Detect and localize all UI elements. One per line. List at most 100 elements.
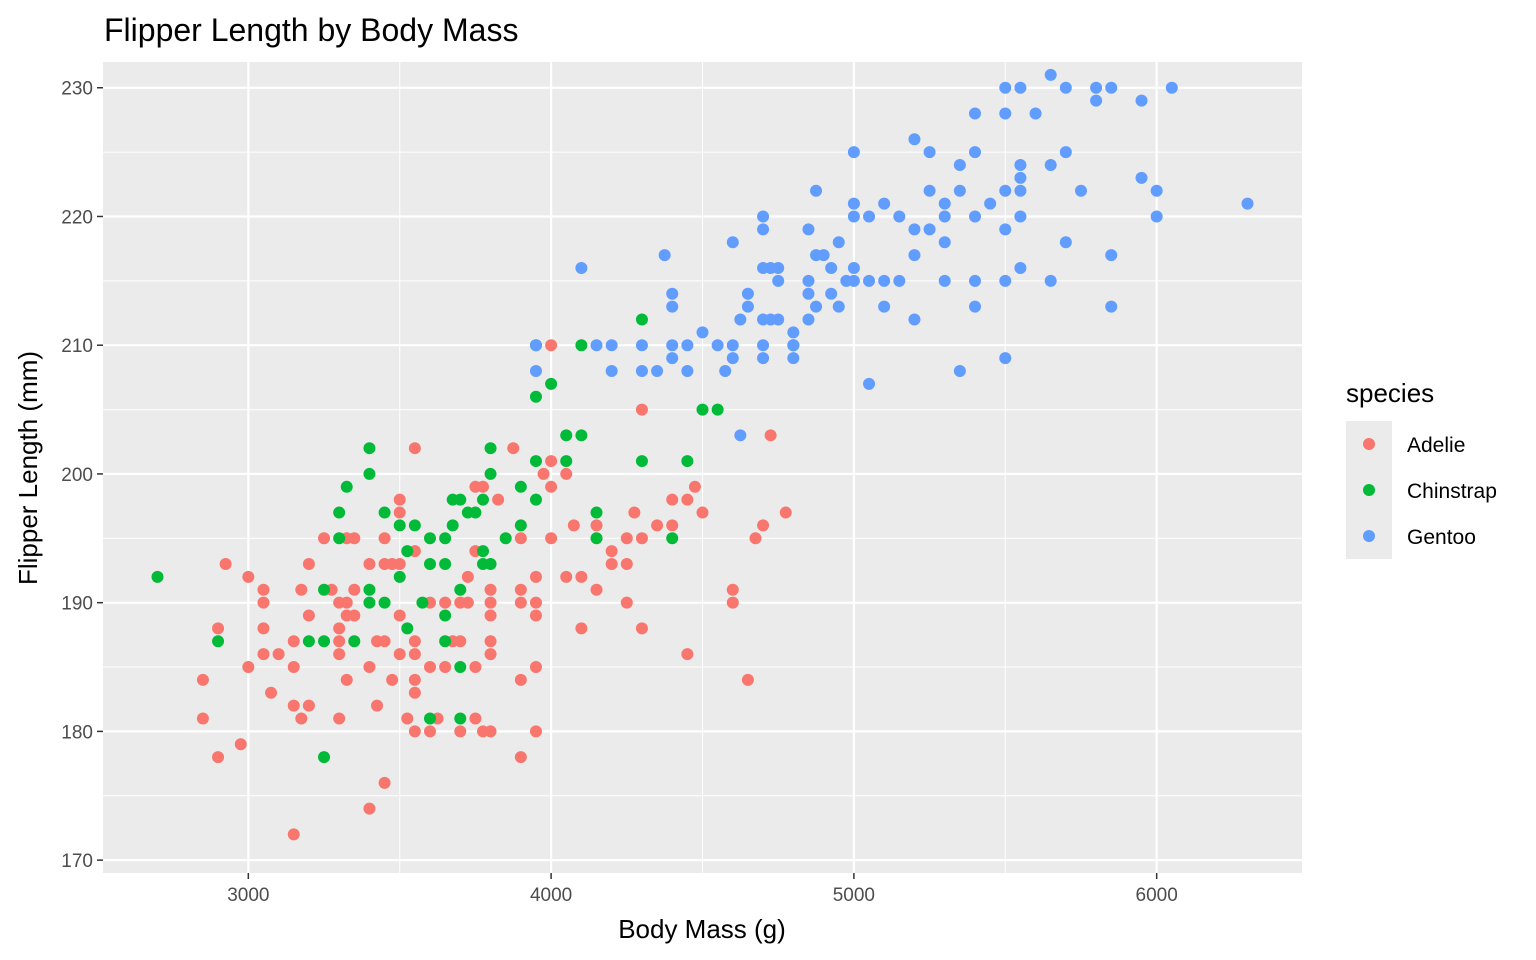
- point-adelie: [242, 570, 255, 583]
- point-adelie: [257, 622, 270, 635]
- point-gentoo: [1165, 81, 1178, 94]
- point-adelie: [681, 648, 694, 661]
- legend-label-gentoo: Gentoo: [1407, 526, 1476, 549]
- point-chinstrap: [439, 558, 452, 571]
- point-adelie: [507, 442, 520, 455]
- point-adelie: [590, 519, 603, 532]
- point-adelie: [484, 596, 497, 609]
- point-gentoo: [787, 339, 800, 352]
- point-adelie: [537, 467, 550, 480]
- point-chinstrap: [408, 519, 421, 532]
- grid-major: [103, 62, 1302, 873]
- point-gentoo: [1014, 81, 1027, 94]
- point-adelie: [454, 635, 467, 648]
- point-adelie: [651, 519, 664, 532]
- point-adelie: [287, 828, 300, 841]
- point-adelie: [302, 609, 315, 622]
- point-gentoo: [1044, 68, 1057, 81]
- point-adelie: [408, 725, 421, 738]
- point-adelie: [567, 519, 580, 532]
- point-gentoo: [1014, 171, 1027, 184]
- point-gentoo: [590, 339, 603, 352]
- point-chinstrap: [529, 390, 542, 403]
- point-gentoo: [757, 223, 770, 236]
- point-gentoo: [863, 274, 876, 287]
- point-adelie: [764, 429, 777, 442]
- point-gentoo: [969, 146, 981, 159]
- point-chinstrap: [378, 596, 391, 609]
- point-gentoo: [832, 236, 845, 249]
- point-chinstrap: [484, 442, 497, 455]
- point-adelie: [529, 725, 542, 738]
- point-chinstrap: [696, 403, 709, 416]
- point-chinstrap: [484, 467, 497, 480]
- point-adelie: [378, 635, 391, 648]
- point-gentoo: [802, 287, 815, 300]
- point-adelie: [348, 609, 361, 622]
- point-gentoo: [863, 210, 876, 223]
- point-gentoo: [666, 339, 679, 352]
- point-gentoo: [938, 197, 951, 210]
- point-chinstrap: [340, 480, 353, 493]
- point-gentoo: [999, 274, 1012, 287]
- point-chinstrap: [681, 455, 694, 468]
- point-adelie: [393, 493, 406, 506]
- point-adelie: [605, 545, 618, 558]
- point-gentoo: [757, 210, 770, 223]
- point-chinstrap: [446, 519, 459, 532]
- legend-label-adelie: Adelie: [1407, 434, 1465, 457]
- point-gentoo: [1105, 249, 1118, 262]
- point-chinstrap: [363, 467, 376, 480]
- point-gentoo: [1059, 236, 1072, 249]
- point-chinstrap: [416, 596, 429, 609]
- point-chinstrap: [499, 532, 512, 545]
- legend-key-gentoo: [1363, 530, 1375, 542]
- point-gentoo: [635, 339, 648, 352]
- point-gentoo: [984, 197, 997, 210]
- point-gentoo: [1029, 107, 1042, 120]
- point-gentoo: [810, 300, 823, 313]
- point-gentoo: [1059, 146, 1072, 159]
- point-adelie: [514, 673, 527, 686]
- point-chinstrap: [545, 377, 558, 390]
- point-gentoo: [863, 377, 876, 390]
- point-adelie: [575, 622, 588, 635]
- point-adelie: [529, 609, 542, 622]
- point-gentoo: [666, 300, 679, 313]
- point-adelie: [726, 583, 739, 596]
- point-chinstrap: [318, 751, 331, 764]
- point-gentoo: [802, 274, 815, 287]
- point-adelie: [484, 609, 497, 622]
- point-chinstrap: [529, 455, 542, 468]
- point-adelie: [363, 558, 376, 571]
- point-gentoo: [719, 364, 732, 377]
- y-tick-label: 220: [61, 207, 93, 228]
- point-adelie: [461, 596, 474, 609]
- point-adelie: [529, 596, 542, 609]
- point-chinstrap: [454, 712, 467, 725]
- point-gentoo: [908, 313, 921, 326]
- point-adelie: [333, 622, 346, 635]
- point-adelie: [454, 725, 467, 738]
- point-adelie: [295, 712, 308, 725]
- point-chinstrap: [711, 403, 724, 416]
- point-gentoo: [1014, 184, 1027, 197]
- point-adelie: [363, 661, 376, 674]
- data-points: [151, 68, 1254, 841]
- point-adelie: [424, 725, 436, 738]
- point-chinstrap: [454, 583, 467, 596]
- point-gentoo: [825, 287, 838, 300]
- point-gentoo: [605, 339, 618, 352]
- point-adelie: [257, 583, 270, 596]
- point-gentoo: [1074, 184, 1087, 197]
- point-gentoo: [953, 184, 966, 197]
- point-gentoo: [787, 352, 800, 365]
- point-gentoo: [529, 339, 542, 352]
- x-tick-label: 3000: [227, 885, 269, 906]
- point-adelie: [348, 583, 361, 596]
- point-adelie: [605, 558, 618, 571]
- point-gentoo: [832, 300, 845, 313]
- point-adelie: [620, 532, 633, 545]
- point-gentoo: [938, 210, 951, 223]
- point-gentoo: [969, 300, 981, 313]
